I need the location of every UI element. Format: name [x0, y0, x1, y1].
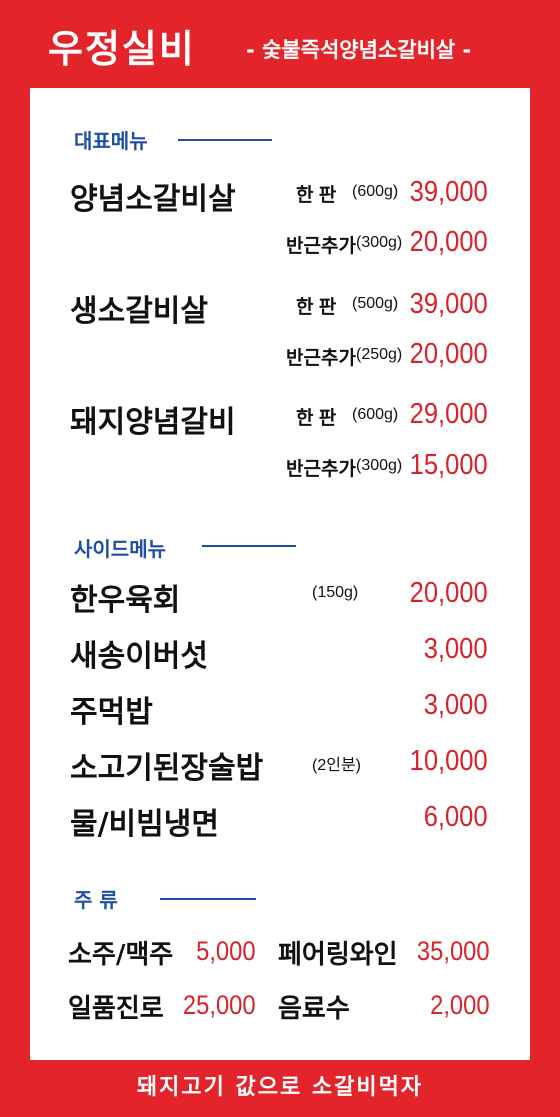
- header: 우정실비 - 숯불즉석양념소갈비살 -: [0, 0, 560, 88]
- drink-price: 25,000: [183, 990, 256, 1021]
- option-label: 한 판: [296, 180, 336, 207]
- brand-title: 우정실비: [48, 18, 196, 73]
- menu-item-name: 생소갈비살: [70, 286, 208, 330]
- option-label: 반근추가: [286, 343, 356, 370]
- drink-price: 35,000: [417, 936, 490, 967]
- drink-price: 5,000: [197, 936, 256, 967]
- menu-board: 대표메뉴 양념소갈비살 한 판 (600g) 39,000 반근추가 (300g…: [30, 88, 530, 1060]
- item-note: (2인분): [312, 751, 361, 775]
- footer-slogan: 돼지고기 값으로 소갈비먹자: [0, 1060, 560, 1117]
- item-price: 10,000: [410, 745, 488, 778]
- drink-price: 2,000: [431, 990, 490, 1021]
- menu-item-name: 소고기된장술밥: [70, 743, 263, 787]
- section-divider: [178, 139, 272, 141]
- drink-name: 소주/맥주: [68, 934, 173, 971]
- option-price: 39,000: [410, 288, 488, 321]
- item-price: 3,000: [424, 689, 488, 722]
- option-label: 한 판: [296, 292, 336, 319]
- option-weight: (300g): [356, 234, 402, 252]
- option-label: 한 판: [296, 403, 336, 430]
- option-price: 20,000: [410, 226, 488, 259]
- item-price: 3,000: [424, 633, 488, 666]
- drink-name: 음료수: [278, 988, 350, 1025]
- section-divider: [160, 898, 256, 900]
- option-label: 반근추가: [286, 231, 356, 258]
- brand-tagline: - 숯불즉석양념소갈비살 -: [246, 34, 471, 64]
- option-price: 20,000: [410, 338, 488, 371]
- option-weight: (300g): [356, 457, 402, 475]
- section-divider: [202, 545, 296, 547]
- option-label: 반근추가: [286, 454, 356, 481]
- option-weight: (600g): [352, 183, 398, 201]
- option-price: 39,000: [410, 176, 488, 209]
- item-note: (150g): [312, 584, 358, 602]
- section-title-side: 사이드메뉴: [74, 533, 166, 562]
- option-weight: (250g): [356, 346, 402, 364]
- menu-item-name: 물/비빔냉면: [70, 799, 219, 843]
- item-price: 6,000: [424, 801, 488, 834]
- drink-name: 페어링와인: [278, 934, 398, 971]
- drink-name: 일품진로: [68, 988, 164, 1025]
- section-title-drinks: 주 류: [74, 884, 118, 913]
- option-price: 15,000: [410, 449, 488, 482]
- menu-item-name: 양념소갈비살: [70, 174, 236, 218]
- option-price: 29,000: [410, 398, 488, 431]
- menu-item-name: 새송이버섯: [70, 631, 208, 675]
- menu-item-name: 주먹밥: [70, 687, 153, 731]
- menu-item-name: 돼지양념갈비: [70, 397, 236, 441]
- section-title-signature: 대표메뉴: [74, 125, 148, 154]
- menu-item-name: 한우육회: [70, 575, 180, 619]
- option-weight: (500g): [352, 295, 398, 313]
- option-weight: (600g): [352, 406, 398, 424]
- item-price: 20,000: [410, 577, 488, 610]
